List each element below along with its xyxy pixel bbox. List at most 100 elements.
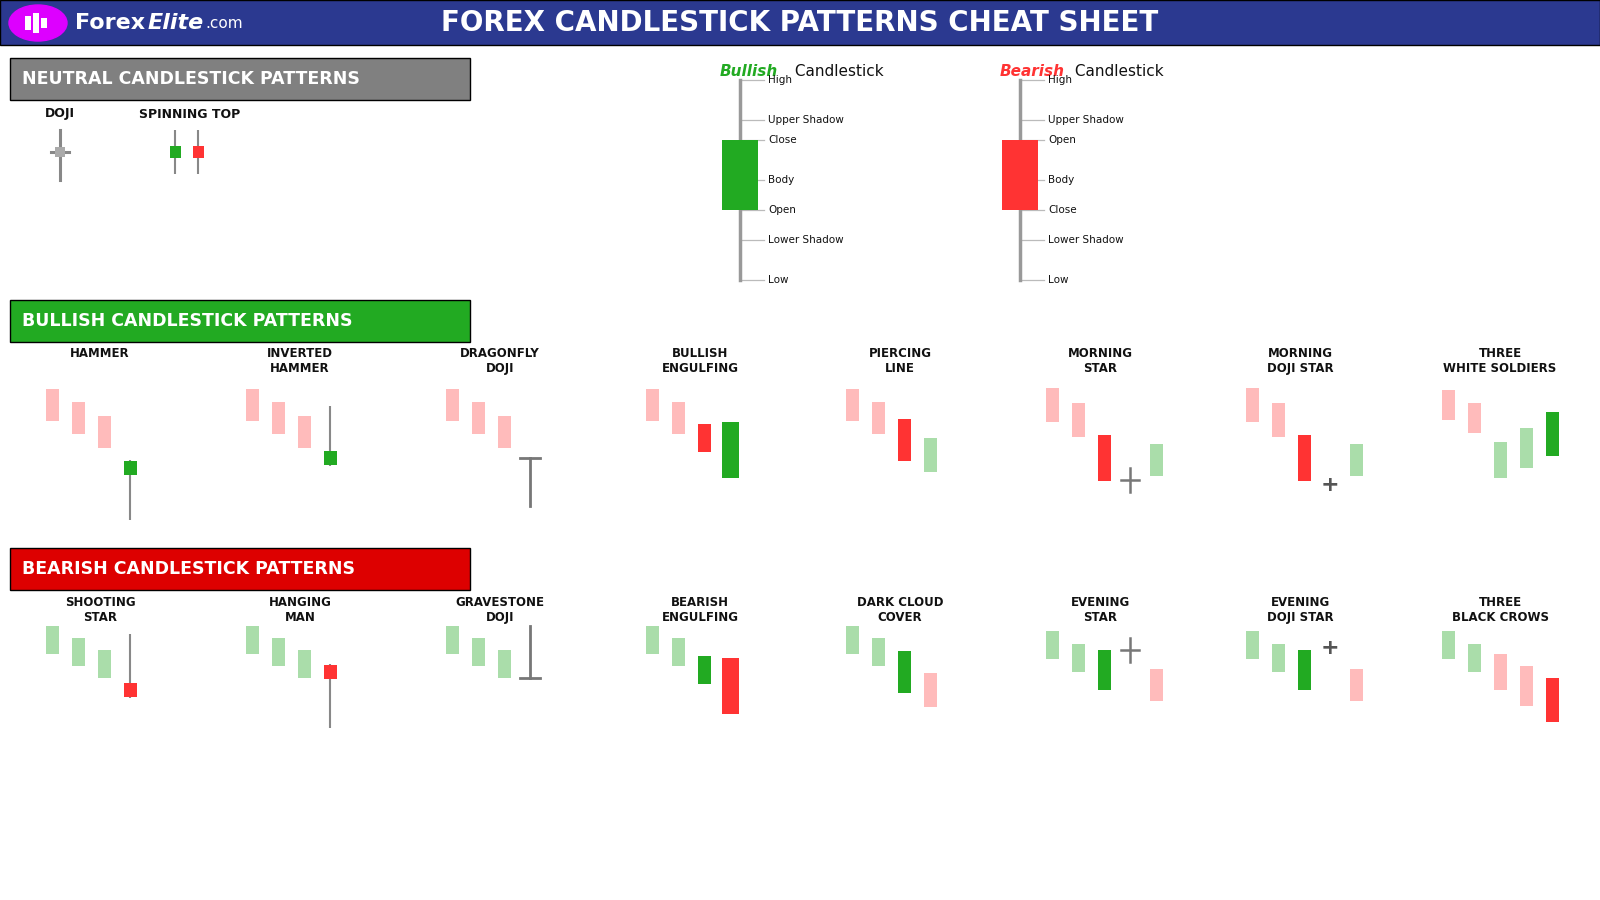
Text: MORNING
DOJI STAR: MORNING DOJI STAR <box>1267 347 1333 375</box>
Text: Lower Shadow: Lower Shadow <box>768 235 843 245</box>
Text: EVENING
STAR: EVENING STAR <box>1070 596 1130 624</box>
Text: DARK CLOUD
COVER: DARK CLOUD COVER <box>856 596 944 624</box>
FancyBboxPatch shape <box>45 389 59 421</box>
Text: Candlestick: Candlestick <box>790 65 883 79</box>
Text: BEARISH
ENGULFING: BEARISH ENGULFING <box>661 596 739 624</box>
Text: HAMMER: HAMMER <box>70 347 130 360</box>
Text: Body: Body <box>768 175 794 185</box>
Text: MORNING
STAR: MORNING STAR <box>1067 347 1133 375</box>
FancyBboxPatch shape <box>54 147 66 157</box>
Text: Close: Close <box>768 135 797 145</box>
Text: +: + <box>1320 638 1339 658</box>
FancyBboxPatch shape <box>722 422 739 478</box>
FancyBboxPatch shape <box>472 402 485 434</box>
FancyBboxPatch shape <box>1272 403 1285 437</box>
FancyBboxPatch shape <box>845 626 859 654</box>
Text: High: High <box>1048 75 1072 85</box>
FancyBboxPatch shape <box>26 16 30 30</box>
Text: SHOOTING
STAR: SHOOTING STAR <box>64 596 136 624</box>
FancyBboxPatch shape <box>1349 669 1363 701</box>
FancyBboxPatch shape <box>1546 412 1558 456</box>
Text: Low: Low <box>768 275 789 285</box>
FancyBboxPatch shape <box>1298 435 1310 481</box>
FancyBboxPatch shape <box>1245 631 1259 659</box>
FancyBboxPatch shape <box>0 0 1600 45</box>
FancyBboxPatch shape <box>672 638 685 666</box>
Text: +: + <box>1320 475 1339 495</box>
FancyBboxPatch shape <box>645 626 659 654</box>
FancyBboxPatch shape <box>1149 444 1163 476</box>
FancyBboxPatch shape <box>1467 403 1480 433</box>
FancyBboxPatch shape <box>672 402 685 434</box>
FancyBboxPatch shape <box>192 146 203 158</box>
FancyBboxPatch shape <box>72 638 85 666</box>
FancyBboxPatch shape <box>10 548 470 590</box>
Text: Candlestick: Candlestick <box>1070 65 1163 79</box>
FancyBboxPatch shape <box>272 402 285 434</box>
Text: PIERCING
LINE: PIERCING LINE <box>869 347 931 375</box>
Text: INVERTED
HAMMER: INVERTED HAMMER <box>267 347 333 375</box>
FancyBboxPatch shape <box>298 416 310 448</box>
FancyBboxPatch shape <box>98 416 110 448</box>
Text: FOREX CANDLESTICK PATTERNS CHEAT SHEET: FOREX CANDLESTICK PATTERNS CHEAT SHEET <box>442 9 1158 37</box>
FancyBboxPatch shape <box>1245 388 1259 422</box>
Text: Close: Close <box>1048 205 1077 215</box>
Text: Lower Shadow: Lower Shadow <box>1048 235 1123 245</box>
FancyBboxPatch shape <box>42 18 46 28</box>
FancyBboxPatch shape <box>698 656 710 684</box>
FancyBboxPatch shape <box>1442 631 1454 659</box>
FancyBboxPatch shape <box>1349 444 1363 476</box>
FancyBboxPatch shape <box>10 300 470 342</box>
Text: DOJI: DOJI <box>45 107 75 121</box>
FancyBboxPatch shape <box>1072 403 1085 437</box>
FancyBboxPatch shape <box>1002 140 1038 210</box>
Text: BEARISH CANDLESTICK PATTERNS: BEARISH CANDLESTICK PATTERNS <box>22 560 355 578</box>
FancyBboxPatch shape <box>298 650 310 678</box>
FancyBboxPatch shape <box>498 416 510 448</box>
FancyBboxPatch shape <box>1272 644 1285 672</box>
Text: Bearish: Bearish <box>1000 65 1066 79</box>
Text: Elite: Elite <box>147 13 205 33</box>
Text: Open: Open <box>768 205 795 215</box>
FancyBboxPatch shape <box>445 626 459 654</box>
FancyBboxPatch shape <box>170 146 181 158</box>
FancyBboxPatch shape <box>445 389 459 421</box>
Text: BULLISH CANDLESTICK PATTERNS: BULLISH CANDLESTICK PATTERNS <box>22 312 352 330</box>
Text: BULLISH
ENGULFING: BULLISH ENGULFING <box>661 347 739 375</box>
Text: Body: Body <box>1048 175 1074 185</box>
Text: SPINNING TOP: SPINNING TOP <box>139 107 240 121</box>
Ellipse shape <box>10 5 67 41</box>
FancyBboxPatch shape <box>1467 644 1480 672</box>
Text: Bullish: Bullish <box>720 65 778 79</box>
FancyBboxPatch shape <box>898 651 910 693</box>
FancyBboxPatch shape <box>1098 650 1110 690</box>
Text: High: High <box>768 75 792 85</box>
Text: HANGING
MAN: HANGING MAN <box>269 596 331 624</box>
FancyBboxPatch shape <box>323 665 336 679</box>
FancyBboxPatch shape <box>722 140 758 210</box>
FancyBboxPatch shape <box>845 389 859 421</box>
Text: THREE
WHITE SOLDIERS: THREE WHITE SOLDIERS <box>1443 347 1557 375</box>
Text: EVENING
DOJI STAR: EVENING DOJI STAR <box>1267 596 1333 624</box>
FancyBboxPatch shape <box>123 683 136 697</box>
FancyBboxPatch shape <box>722 658 739 714</box>
FancyBboxPatch shape <box>1045 388 1059 422</box>
FancyBboxPatch shape <box>10 58 470 100</box>
Text: Upper Shadow: Upper Shadow <box>768 115 843 125</box>
FancyBboxPatch shape <box>1098 435 1110 481</box>
FancyBboxPatch shape <box>898 419 910 461</box>
Text: GRAVESTONE
DOJI: GRAVESTONE DOJI <box>456 596 544 624</box>
FancyBboxPatch shape <box>34 13 38 33</box>
FancyBboxPatch shape <box>923 438 936 472</box>
FancyBboxPatch shape <box>123 461 136 475</box>
Text: THREE
BLACK CROWS: THREE BLACK CROWS <box>1451 596 1549 624</box>
FancyBboxPatch shape <box>1520 666 1533 706</box>
FancyBboxPatch shape <box>98 650 110 678</box>
FancyBboxPatch shape <box>72 402 85 434</box>
Text: Upper Shadow: Upper Shadow <box>1048 115 1123 125</box>
FancyBboxPatch shape <box>498 650 510 678</box>
FancyBboxPatch shape <box>1493 654 1507 690</box>
FancyBboxPatch shape <box>698 424 710 452</box>
Text: .com: .com <box>205 15 243 31</box>
FancyBboxPatch shape <box>272 638 285 666</box>
